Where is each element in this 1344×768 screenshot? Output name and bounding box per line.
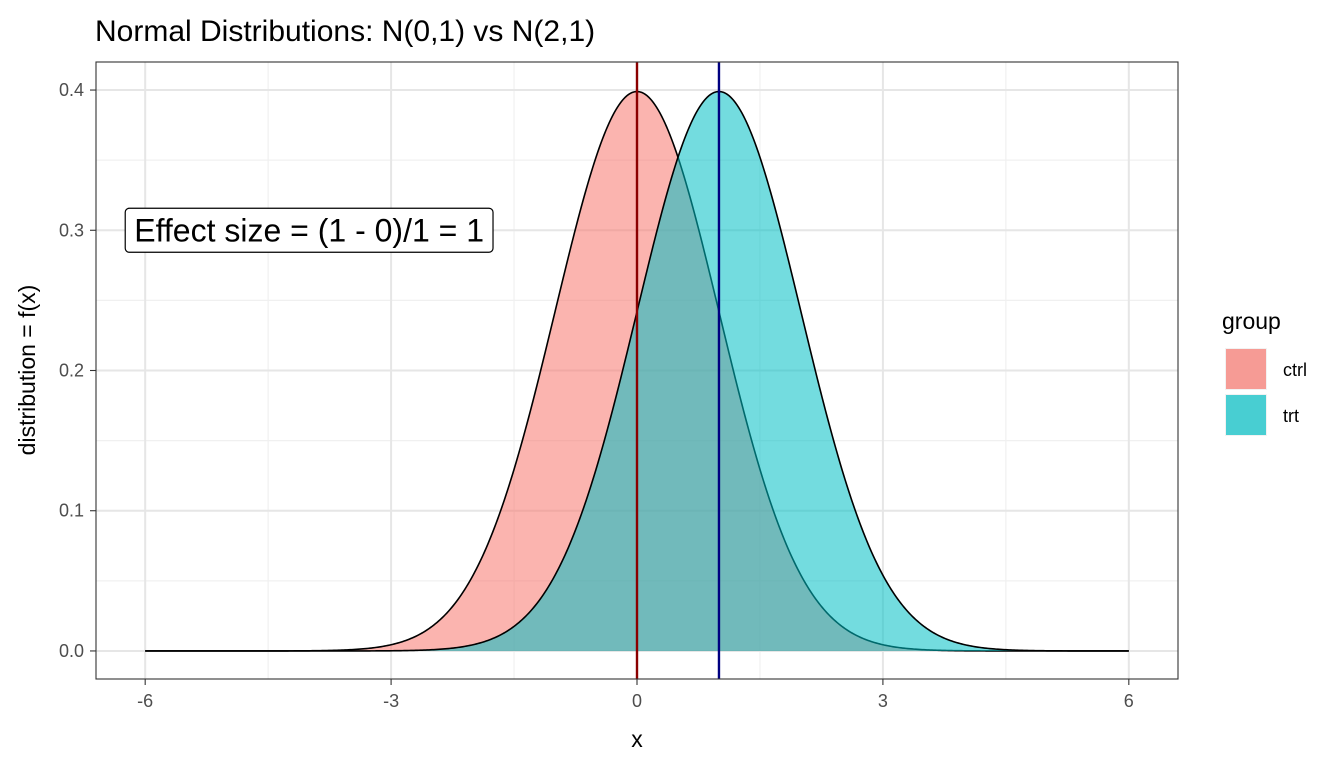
legend-swatch-trt [1226, 395, 1266, 435]
chart-title: Normal Distributions: N(0,1) vs N(2,1) [95, 15, 595, 48]
y-tick-label: 0.1 [59, 501, 84, 521]
legend-swatch-ctrl [1226, 349, 1266, 389]
annotation-box [124, 207, 494, 253]
legend-title: group [1222, 308, 1281, 334]
y-tick-label: 0.0 [59, 641, 84, 661]
legend-label-trt: trt [1283, 406, 1299, 426]
y-tick-label: 0.4 [59, 80, 84, 100]
y-tick-label: 0.2 [59, 361, 84, 381]
legend-entries: ctrl trt [1225, 348, 1307, 436]
legend: group ctrl trt [1222, 308, 1307, 436]
x-tick-label: 0 [632, 691, 642, 711]
mean-lines [635, 62, 721, 679]
y-axis-title: distribution = f(x) [14, 285, 40, 456]
y-tick-label: 0.3 [59, 220, 84, 240]
x-tick-label: -6 [137, 691, 153, 711]
x-axis-title: x [631, 726, 643, 752]
x-tick-label: 3 [878, 691, 888, 711]
x-axis-ticks: -6 -3 0 3 6 [137, 679, 1134, 711]
legend-label-ctrl: ctrl [1283, 360, 1307, 380]
effect-size-annotation: Effect size = (1 - 0)/1 = 1 [124, 207, 494, 253]
y-axis-ticks: 0.0 0.1 0.2 0.3 0.4 [59, 80, 96, 661]
annotation-label: Effect size = (1 - 0)/1 = 1 [134, 212, 484, 248]
x-tick-label: 6 [1124, 691, 1134, 711]
x-tick-label: -3 [383, 691, 399, 711]
